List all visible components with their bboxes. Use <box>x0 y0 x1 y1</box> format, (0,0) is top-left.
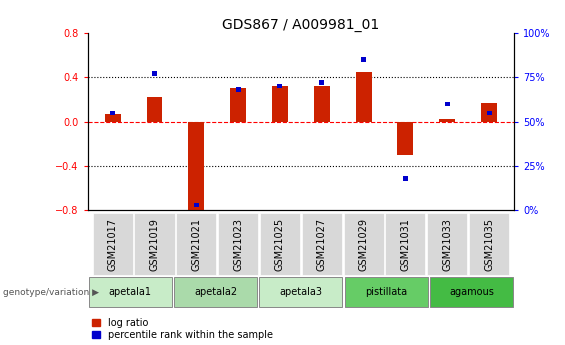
Bar <box>314 86 330 121</box>
Bar <box>105 114 120 121</box>
Bar <box>397 121 414 155</box>
Bar <box>277 84 282 88</box>
FancyBboxPatch shape <box>259 277 342 307</box>
FancyBboxPatch shape <box>427 213 467 275</box>
Title: GDS867 / A009981_01: GDS867 / A009981_01 <box>222 18 380 32</box>
FancyBboxPatch shape <box>469 213 509 275</box>
Text: genotype/variation ▶: genotype/variation ▶ <box>3 288 99 297</box>
Text: GSM21019: GSM21019 <box>150 218 159 270</box>
Text: GSM21023: GSM21023 <box>233 218 243 270</box>
Bar <box>361 57 366 62</box>
Bar <box>194 203 199 207</box>
FancyBboxPatch shape <box>430 277 513 307</box>
Bar <box>481 103 497 121</box>
Bar <box>355 72 372 121</box>
FancyBboxPatch shape <box>176 213 216 275</box>
Text: GSM21017: GSM21017 <box>108 218 118 270</box>
Text: pistillata: pistillata <box>365 287 407 297</box>
FancyBboxPatch shape <box>260 213 300 275</box>
Bar <box>146 97 162 121</box>
Text: GSM21021: GSM21021 <box>192 218 201 270</box>
Text: apetala3: apetala3 <box>279 287 323 297</box>
Bar <box>445 102 450 106</box>
Bar <box>486 110 492 115</box>
Bar <box>236 87 241 92</box>
FancyBboxPatch shape <box>93 213 133 275</box>
FancyBboxPatch shape <box>174 277 257 307</box>
Bar <box>230 88 246 121</box>
Text: apetala2: apetala2 <box>194 287 237 297</box>
Bar <box>152 71 157 76</box>
FancyBboxPatch shape <box>218 213 258 275</box>
Text: GSM21033: GSM21033 <box>442 218 452 270</box>
FancyBboxPatch shape <box>344 213 384 275</box>
Text: GSM21035: GSM21035 <box>484 218 494 270</box>
FancyBboxPatch shape <box>89 277 172 307</box>
Text: apetala1: apetala1 <box>108 287 152 297</box>
FancyBboxPatch shape <box>302 213 342 275</box>
Bar <box>319 80 324 85</box>
Text: agamous: agamous <box>449 287 494 297</box>
FancyBboxPatch shape <box>385 213 425 275</box>
Bar <box>188 121 205 213</box>
Legend: log ratio, percentile rank within the sample: log ratio, percentile rank within the sa… <box>93 318 273 340</box>
Text: GSM21029: GSM21029 <box>359 218 368 270</box>
Bar <box>110 110 115 115</box>
Bar <box>403 176 408 181</box>
Bar <box>440 119 455 121</box>
FancyBboxPatch shape <box>134 213 175 275</box>
Text: GSM21025: GSM21025 <box>275 218 285 270</box>
Bar <box>272 86 288 121</box>
Text: GSM21027: GSM21027 <box>317 218 327 270</box>
Text: GSM21031: GSM21031 <box>401 218 410 270</box>
FancyBboxPatch shape <box>345 277 428 307</box>
